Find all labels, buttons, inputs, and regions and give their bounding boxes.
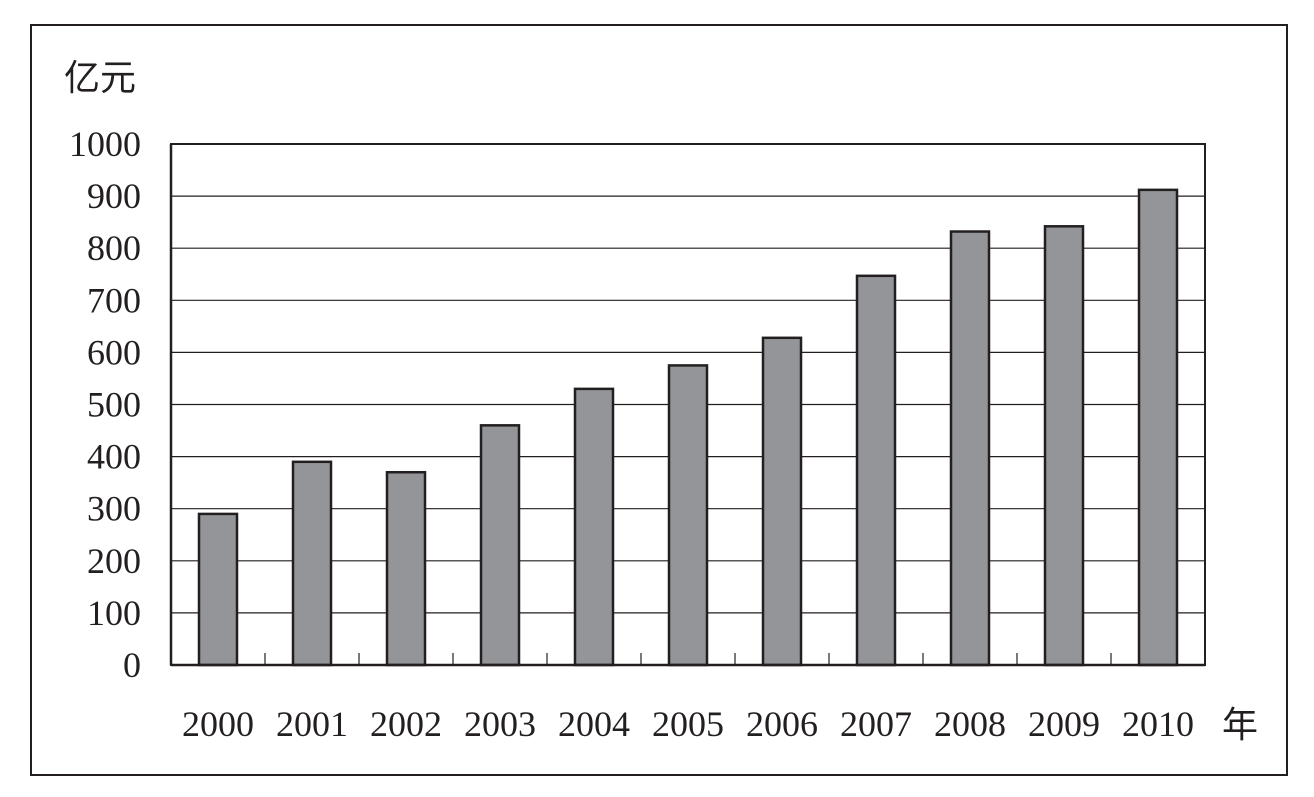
y-tick-label: 900 bbox=[87, 176, 141, 216]
y-tick-label: 0 bbox=[123, 645, 141, 685]
y-tick-label: 600 bbox=[87, 332, 141, 372]
bar bbox=[479, 424, 521, 667]
x-tick-label: 2010 bbox=[1122, 704, 1194, 744]
x-tick-label: 2002 bbox=[370, 704, 442, 744]
x-tick-label: 2008 bbox=[934, 704, 1006, 744]
y-tick-label: 800 bbox=[87, 228, 141, 268]
y-tick-label: 500 bbox=[87, 385, 141, 425]
x-tick-label: 2006 bbox=[746, 704, 818, 744]
bar bbox=[855, 274, 897, 667]
y-tick-label: 400 bbox=[87, 437, 141, 477]
bar bbox=[573, 387, 615, 667]
x-tick-label: 2009 bbox=[1028, 704, 1100, 744]
bar bbox=[197, 512, 239, 667]
bar bbox=[1043, 225, 1085, 667]
x-tick-label: 2001 bbox=[276, 704, 348, 744]
chart-frame bbox=[30, 24, 1288, 776]
x-tick-label: 2007 bbox=[840, 704, 912, 744]
bar bbox=[667, 364, 709, 667]
y-tick-label: 100 bbox=[87, 593, 141, 633]
axes bbox=[169, 143, 1206, 667]
y-tick-label: 1000 bbox=[69, 124, 141, 164]
x-tick-label: 2004 bbox=[558, 704, 630, 744]
y-tick-label: 700 bbox=[87, 280, 141, 320]
bar bbox=[291, 460, 333, 667]
x-axis-unit-label: 年 bbox=[1222, 705, 1258, 746]
y-tick-labels: 0 100 200 300 400 500 600 700 800 900 1000 bbox=[69, 124, 141, 685]
x-tick-label: 2005 bbox=[652, 704, 724, 744]
bar bbox=[761, 336, 803, 667]
bars bbox=[197, 188, 1179, 667]
bar bbox=[1137, 188, 1179, 667]
x-tick-labels: 2000 2001 2002 2003 2004 2005 2006 2007 2008 2009… bbox=[182, 704, 1194, 744]
y-tick-label: 200 bbox=[87, 541, 141, 581]
y-tick-label: 300 bbox=[87, 489, 141, 529]
x-tick-label: 2000 bbox=[182, 704, 254, 744]
y-axis-label: 亿元 bbox=[64, 58, 136, 99]
bar bbox=[949, 230, 991, 667]
x-tick-label: 2003 bbox=[464, 704, 536, 744]
bar bbox=[385, 470, 427, 667]
